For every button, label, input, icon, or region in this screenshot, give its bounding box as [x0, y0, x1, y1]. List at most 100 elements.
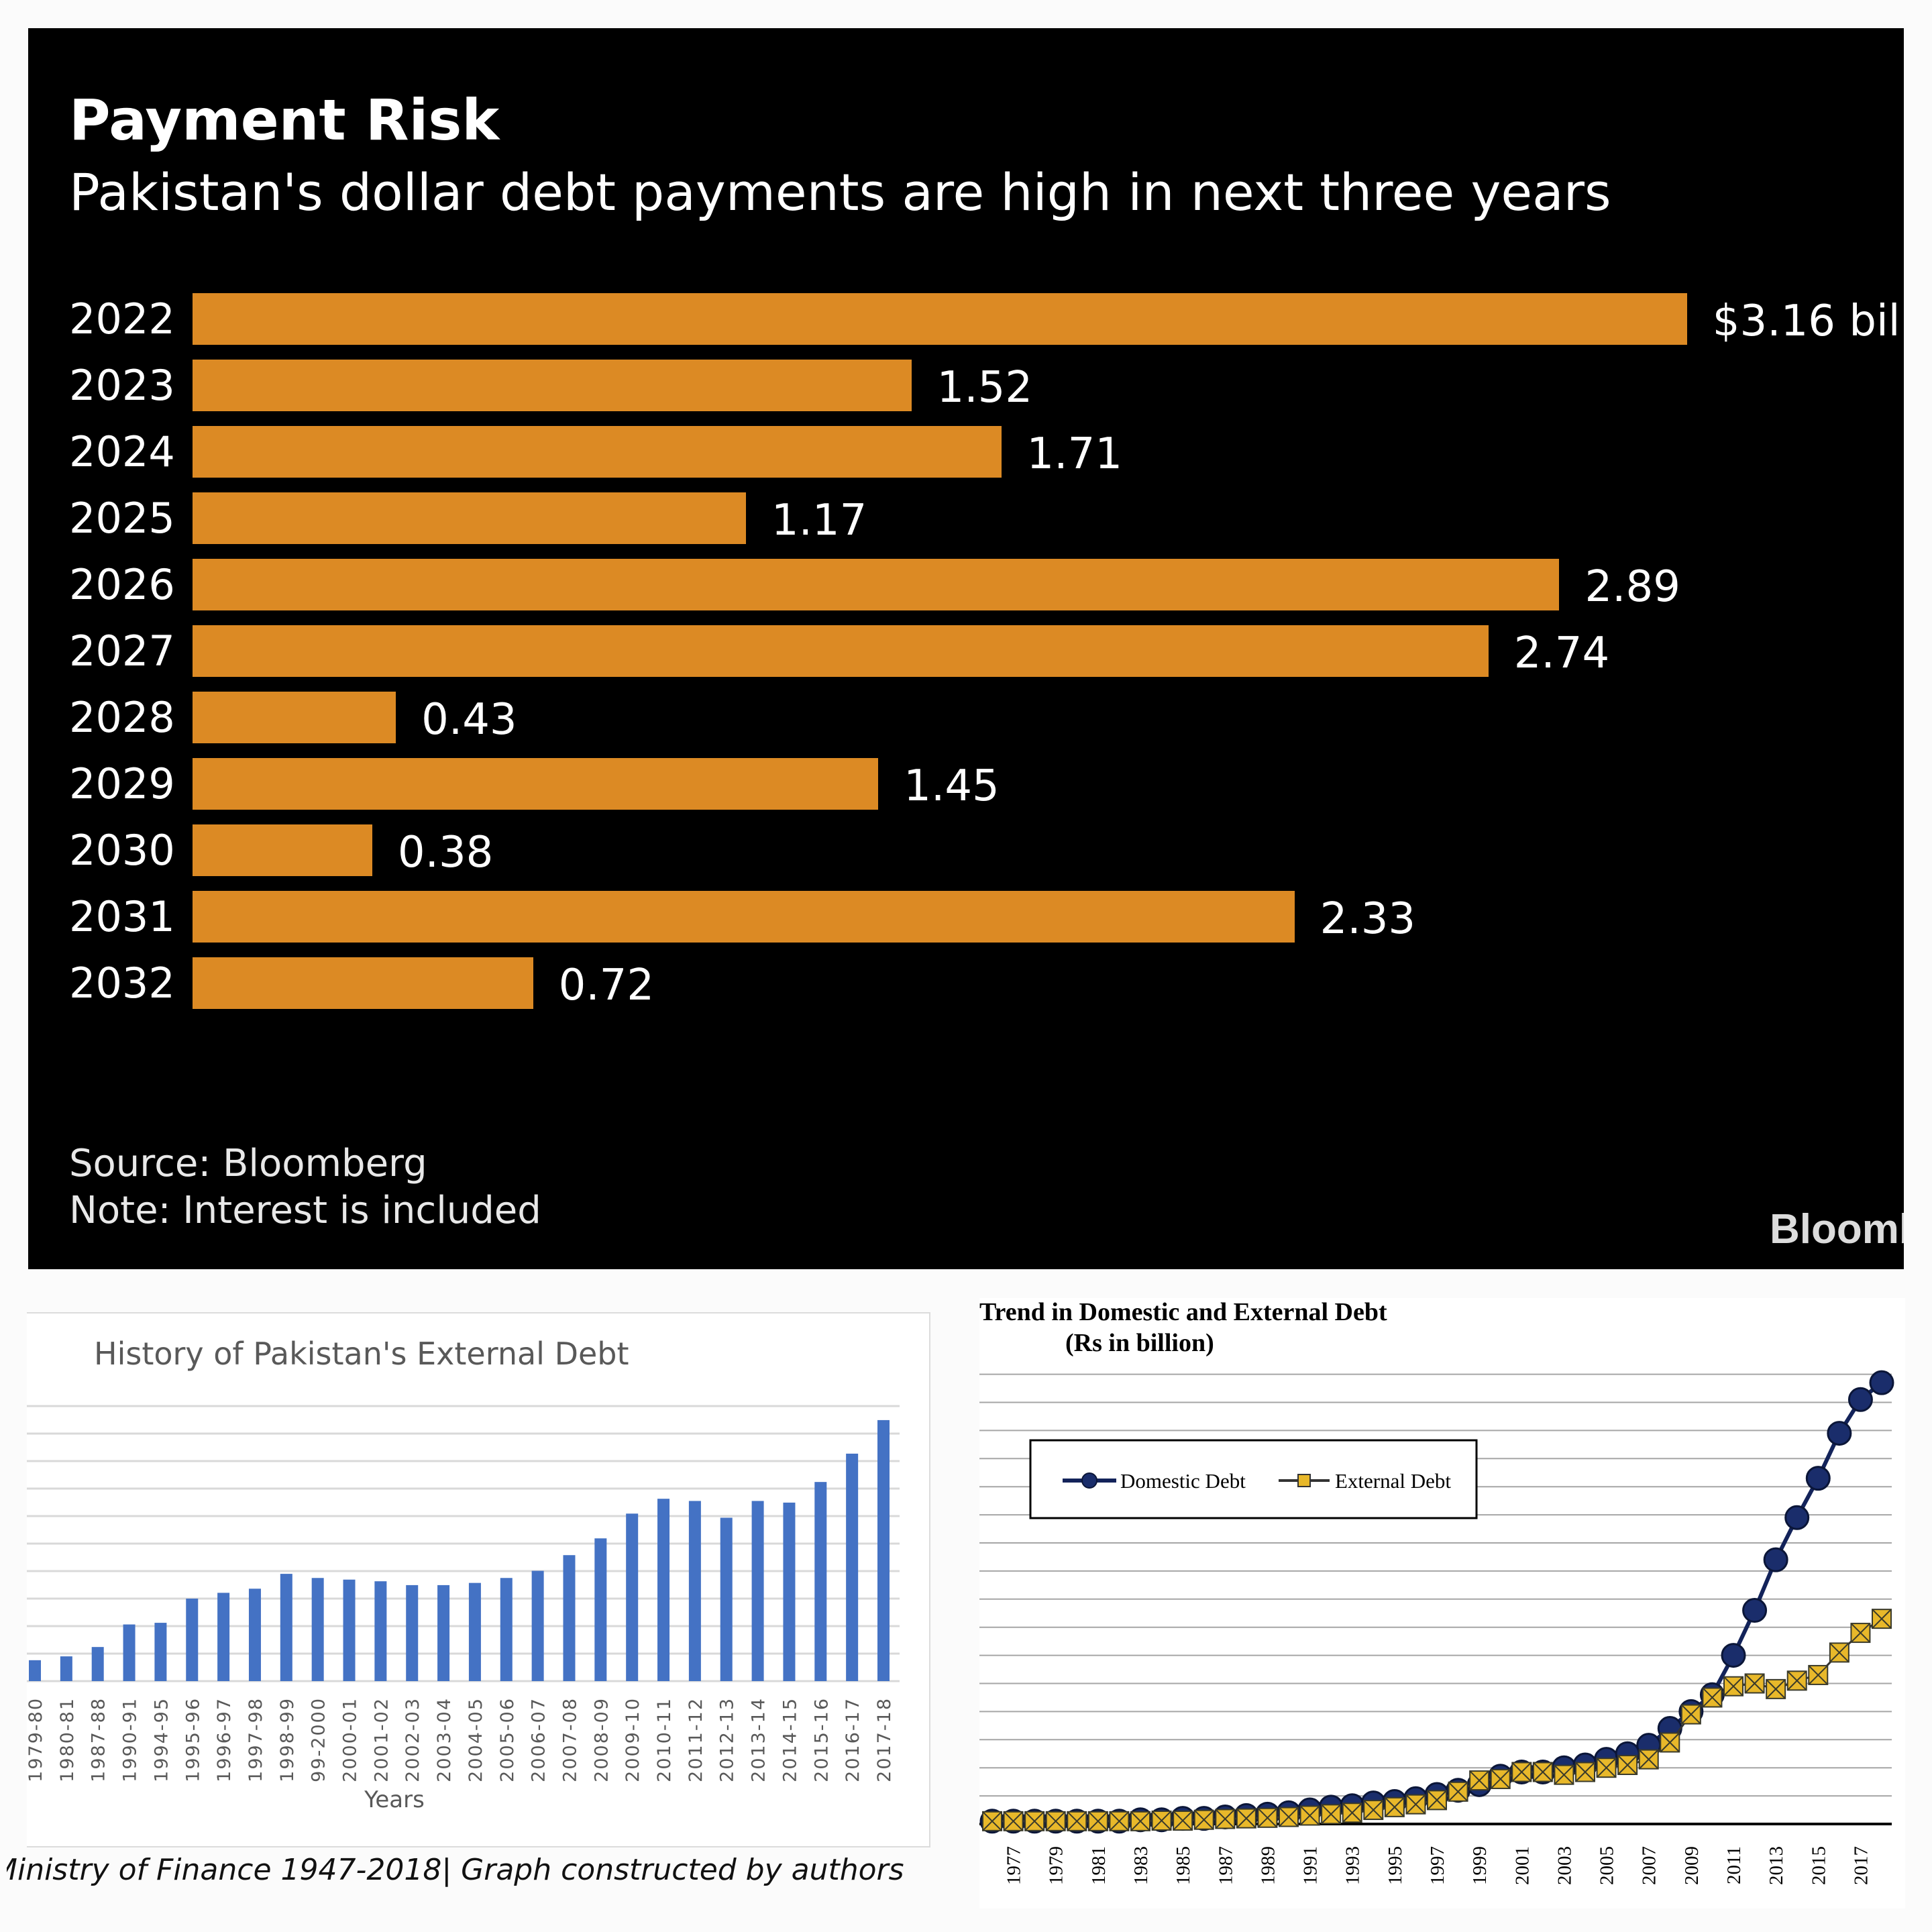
x-tick-label: 1979: [1046, 1846, 1067, 1885]
external-debt-history-card: [27, 1312, 930, 1847]
x-tick-label: 1994-95: [151, 1697, 172, 1782]
x-tick-label: 2017-18: [874, 1697, 895, 1782]
x-tick-label: 2017: [1850, 1846, 1872, 1885]
external-debt-point: [982, 1811, 1002, 1831]
external-debt-point: [1193, 1809, 1214, 1830]
external-debt-point: [1279, 1807, 1299, 1827]
external-debt-point: [1786, 1670, 1807, 1691]
value-label: 0.72: [558, 961, 655, 1010]
x-tick-label: 1991: [1300, 1846, 1322, 1885]
external-debt-point: [1299, 1805, 1320, 1826]
bar-99-2000: [311, 1578, 324, 1681]
x-tick-label: 2009-10: [623, 1697, 643, 1782]
x-tick-label: 1997: [1427, 1846, 1448, 1885]
external-debt-point: [1638, 1749, 1659, 1770]
external-debt-point: [1384, 1796, 1405, 1817]
external-debt-point: [1702, 1687, 1723, 1708]
external-debt-point: [1680, 1704, 1701, 1725]
external-debt-point: [1257, 1807, 1278, 1828]
bar-2025: [193, 492, 746, 544]
domestic-debt-point: [1721, 1643, 1746, 1668]
external-debt-point: [1617, 1755, 1638, 1776]
domestic-debt-point: [1742, 1598, 1768, 1623]
external-debt-point: [1405, 1794, 1426, 1815]
x-tick-label: 99-2000: [309, 1697, 329, 1782]
external-debt-point: [1554, 1764, 1574, 1785]
bar-2008-09: [594, 1538, 607, 1681]
legend: Domestic Debt External Debt: [1029, 1439, 1478, 1519]
bar-2007-08: [563, 1555, 576, 1681]
x-tick-label: 2008-09: [591, 1697, 612, 1782]
value-label: 0.43: [421, 695, 517, 745]
bar-2022: [193, 293, 1687, 345]
value-label: 2.33: [1320, 894, 1416, 944]
bar-2017-18: [877, 1419, 890, 1681]
chart-subtitle: Pakistan's dollar debt payments are high…: [69, 162, 1611, 222]
bar-2032: [193, 957, 533, 1009]
domestic-legend-marker: [1081, 1472, 1097, 1489]
year-label: 2032: [69, 959, 175, 1008]
value-label: 0.38: [397, 828, 494, 877]
external-debt-point: [1511, 1762, 1532, 1782]
x-tick-label: 2004-05: [466, 1697, 486, 1782]
value-label: 1.17: [771, 496, 867, 545]
bar-2010-11: [657, 1499, 670, 1681]
external-debt-point: [1003, 1811, 1024, 1831]
bar-2015-16: [814, 1482, 827, 1681]
history-x-axis-label: Years: [364, 1786, 425, 1813]
external-debt-point: [1469, 1770, 1490, 1791]
x-tick-label: 2015-16: [811, 1697, 832, 1782]
external-debt-point: [1427, 1790, 1447, 1811]
bar-2005-06: [500, 1578, 513, 1681]
year-label: 2024: [69, 427, 175, 476]
bar-1996-97: [217, 1593, 230, 1681]
x-tick-label: 1977: [1004, 1846, 1025, 1885]
x-tick-label: 1987-88: [89, 1697, 109, 1782]
bar-2013-14: [751, 1501, 764, 1681]
external-debt-point: [1872, 1609, 1892, 1629]
value-label: 2.89: [1585, 562, 1680, 612]
x-tick-label: 2015: [1808, 1846, 1829, 1885]
year-label: 2029: [69, 759, 175, 808]
external-legend-marker: [1297, 1474, 1311, 1487]
external-debt-point: [1151, 1810, 1172, 1831]
bar-2006-07: [531, 1570, 544, 1681]
bar-1990-91: [123, 1624, 136, 1681]
external-debt-point: [1067, 1811, 1087, 1831]
external-debt-point: [1321, 1804, 1342, 1825]
bar-2009-10: [626, 1513, 639, 1681]
external-debt-point: [1109, 1811, 1130, 1831]
external-debt-point: [1236, 1808, 1256, 1829]
external-debt-point: [1045, 1811, 1066, 1831]
x-tick-label: 2000-01: [340, 1697, 361, 1782]
x-tick-label: 2012-13: [717, 1697, 738, 1782]
source-caption: Ministry of Finance 1947-2018| Graph con…: [7, 1853, 946, 1887]
bar-2023: [193, 360, 912, 411]
external-debt-point: [1744, 1673, 1765, 1694]
year-label: 2028: [69, 693, 175, 742]
bar-2031: [193, 891, 1295, 943]
year-label: 2023: [69, 361, 175, 410]
x-tick-label: 2011-12: [686, 1697, 706, 1782]
bar-1994-95: [154, 1623, 167, 1681]
year-label: 2031: [69, 892, 175, 941]
x-tick-label: 2009: [1681, 1846, 1703, 1885]
caption-text: Ministry of Finance 1947-2018| Graph con…: [7, 1853, 904, 1887]
external-debt-point: [1596, 1758, 1617, 1778]
x-tick-label: 1990-91: [120, 1697, 141, 1782]
bar-2011-12: [688, 1501, 701, 1681]
bar-2014-15: [783, 1502, 796, 1681]
x-tick-label: 1999: [1469, 1846, 1491, 1885]
bar-2001-02: [374, 1581, 387, 1681]
year-label: 2030: [69, 826, 175, 875]
x-tick-label: 1995: [1385, 1846, 1406, 1885]
external-debt-point: [1087, 1811, 1108, 1831]
x-tick-label: 2005: [1597, 1846, 1618, 1885]
x-tick-label: 2016-17: [843, 1697, 863, 1782]
bar-2028: [193, 692, 396, 743]
x-tick-label: 1998-99: [277, 1697, 298, 1782]
bar-1998-99: [280, 1574, 292, 1681]
x-tick-label: 1996-97: [214, 1697, 235, 1782]
external-debt-point: [1490, 1768, 1511, 1789]
